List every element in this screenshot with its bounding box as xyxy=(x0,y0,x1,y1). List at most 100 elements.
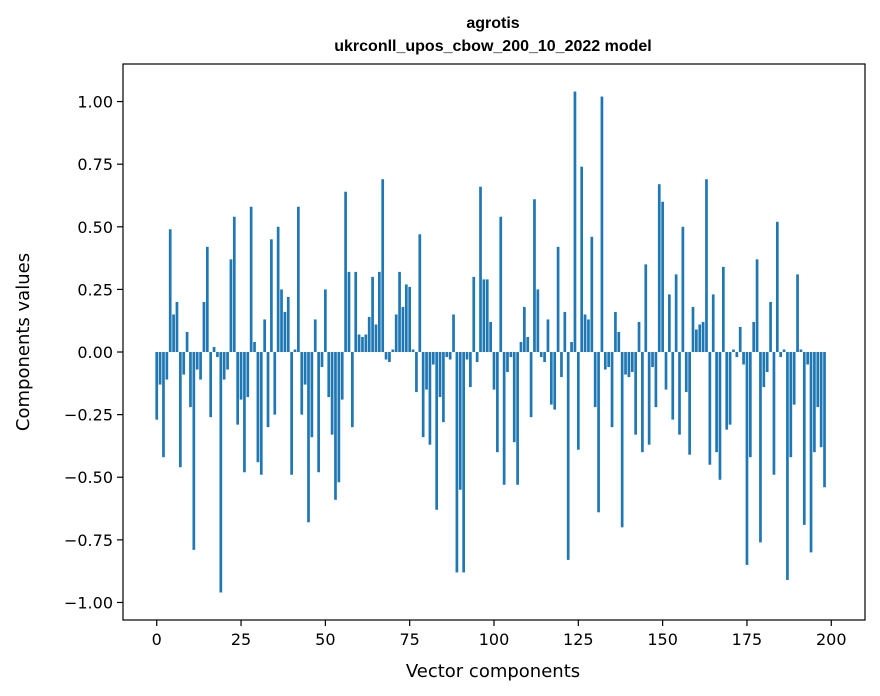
bar xyxy=(324,289,327,353)
bar xyxy=(158,352,162,385)
bar xyxy=(347,271,351,353)
bar xyxy=(718,352,722,480)
bar xyxy=(647,352,651,445)
bar xyxy=(590,236,594,353)
bar xyxy=(597,352,600,513)
bar xyxy=(600,96,604,353)
bar xyxy=(165,352,169,380)
bar xyxy=(674,274,678,353)
bar xyxy=(307,352,310,523)
y-tick-label: 0.25 xyxy=(77,280,113,299)
x-axis-label: Vector components xyxy=(406,661,580,682)
bar xyxy=(364,334,368,353)
bar xyxy=(496,352,499,453)
bar xyxy=(172,314,175,353)
bar xyxy=(516,352,519,485)
bar xyxy=(593,352,597,408)
bar xyxy=(546,319,550,353)
bar xyxy=(320,352,324,368)
bar xyxy=(280,289,283,353)
bar xyxy=(748,352,752,458)
bar xyxy=(792,352,796,405)
bar xyxy=(462,352,465,573)
bar xyxy=(735,352,739,358)
bar xyxy=(290,352,293,475)
bar xyxy=(566,352,570,560)
y-axis-label: Components values xyxy=(13,253,34,431)
bar xyxy=(431,352,435,365)
bar xyxy=(539,352,543,358)
bar xyxy=(469,352,472,388)
bar xyxy=(661,201,664,353)
bar xyxy=(438,352,442,398)
bar xyxy=(617,331,621,353)
bar xyxy=(502,352,506,485)
y-tick-label: 0.50 xyxy=(77,218,113,237)
bar xyxy=(442,352,445,423)
y-tick-label: −0.75 xyxy=(64,531,113,550)
bar xyxy=(543,352,546,363)
bar xyxy=(536,289,540,353)
x-tick-label: 0 xyxy=(152,630,162,649)
bar xyxy=(556,246,560,353)
bar xyxy=(219,352,223,593)
bar xyxy=(175,301,179,353)
bar xyxy=(759,352,762,543)
bar xyxy=(189,352,192,408)
bar xyxy=(782,349,786,353)
bar xyxy=(802,352,806,525)
bar xyxy=(155,352,159,420)
bar xyxy=(182,352,186,375)
bar xyxy=(243,352,246,473)
bar xyxy=(641,352,644,453)
bar xyxy=(701,321,705,353)
bar xyxy=(772,352,776,475)
bar xyxy=(681,226,685,353)
bar xyxy=(232,216,236,353)
bar xyxy=(823,352,826,488)
bar xyxy=(560,352,563,378)
bar xyxy=(344,191,347,353)
bar xyxy=(779,352,783,358)
bar xyxy=(222,352,226,380)
x-tick-label: 100 xyxy=(479,630,510,649)
bar xyxy=(485,279,489,353)
bar xyxy=(688,352,691,455)
bar xyxy=(283,311,287,353)
bars-group xyxy=(155,91,826,593)
bar xyxy=(479,186,482,353)
bar xyxy=(388,352,391,363)
bar xyxy=(317,352,320,473)
y-tick-label: 0.75 xyxy=(77,155,113,174)
bar xyxy=(630,352,634,373)
bar xyxy=(421,352,425,438)
bar xyxy=(664,352,668,390)
bar xyxy=(195,352,199,370)
bar xyxy=(340,352,344,400)
bar xyxy=(533,199,536,353)
bar xyxy=(799,349,803,353)
bar xyxy=(273,352,277,415)
bar xyxy=(722,266,725,353)
bar xyxy=(671,352,675,420)
bar xyxy=(506,352,509,373)
bar xyxy=(256,352,260,463)
bar xyxy=(796,274,799,353)
bar xyxy=(695,329,698,353)
bar xyxy=(394,314,398,353)
bar xyxy=(523,306,526,353)
bar xyxy=(634,352,638,435)
bar xyxy=(668,294,671,353)
bar xyxy=(448,352,452,360)
x-axis: 0 25 50 75 100 125 150 175 200 xyxy=(152,620,847,649)
bar xyxy=(445,352,449,358)
bar xyxy=(711,294,715,353)
bar xyxy=(293,349,297,353)
bar xyxy=(229,259,233,353)
y-tick-label: −0.25 xyxy=(64,406,113,425)
bar xyxy=(337,352,341,483)
x-tick-label: 150 xyxy=(647,630,678,649)
x-tick-label: 50 xyxy=(315,630,335,649)
bar xyxy=(708,352,712,465)
bar xyxy=(738,326,742,353)
